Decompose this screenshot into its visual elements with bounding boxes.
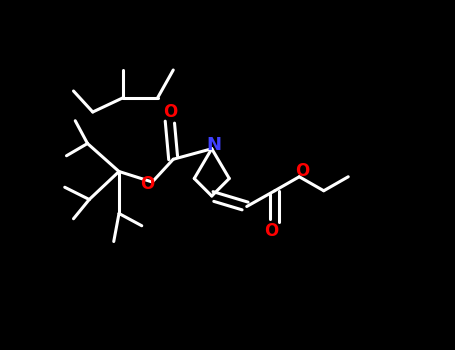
Text: O: O [296,162,310,181]
Text: N: N [206,135,221,154]
Text: O: O [264,222,278,240]
Text: O: O [162,103,177,121]
Text: O: O [140,175,154,193]
